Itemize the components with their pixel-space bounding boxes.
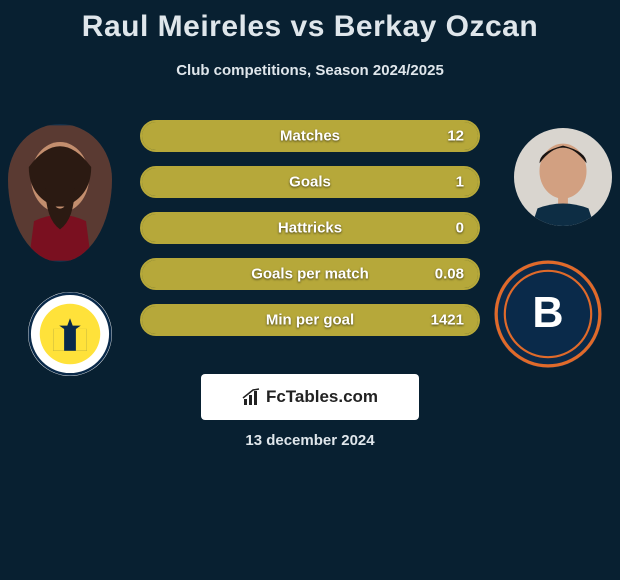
club-right-crest: B <box>494 260 602 368</box>
stat-value-right: 1 <box>456 174 464 191</box>
svg-text:B: B <box>532 289 563 337</box>
player-left-portrait-icon <box>8 124 112 262</box>
stat-row-matches: Matches 12 <box>140 120 480 152</box>
stat-row-hattricks: Hattricks 0 <box>140 212 480 244</box>
stat-row-goals-per-match: Goals per match 0.08 <box>140 258 480 290</box>
stat-label: Min per goal <box>266 312 354 329</box>
basaksehir-crest-icon: B <box>494 260 602 368</box>
player-left-avatar <box>8 124 112 262</box>
player-right-avatar <box>514 128 612 226</box>
footer-brand-badge: FcTables.com <box>201 374 419 420</box>
stat-value-right: 12 <box>447 128 464 145</box>
stat-label: Goals <box>289 174 331 191</box>
stat-row-min-per-goal: Min per goal 1421 <box>140 304 480 336</box>
stat-row-goals: Goals 1 <box>140 166 480 198</box>
date-text: 13 december 2024 <box>0 432 620 449</box>
subtitle: Club competitions, Season 2024/2025 <box>0 62 620 79</box>
stat-value-right: 1421 <box>431 312 464 329</box>
stat-label: Goals per match <box>251 266 369 283</box>
club-left-crest <box>28 292 112 376</box>
stat-label: Hattricks <box>278 220 342 237</box>
page-title: Raul Meireles vs Berkay Ozcan <box>0 0 620 44</box>
fenerbahce-crest-icon <box>28 292 112 376</box>
stat-value-right: 0 <box>456 220 464 237</box>
stats-area: Matches 12 Goals 1 Hattricks 0 Goals per… <box>140 120 480 350</box>
player-right-portrait-icon <box>514 128 612 226</box>
chart-icon <box>242 387 262 407</box>
stat-label: Matches <box>280 128 340 145</box>
footer-brand-text: FcTables.com <box>266 387 378 407</box>
stat-value-right: 0.08 <box>435 266 464 283</box>
